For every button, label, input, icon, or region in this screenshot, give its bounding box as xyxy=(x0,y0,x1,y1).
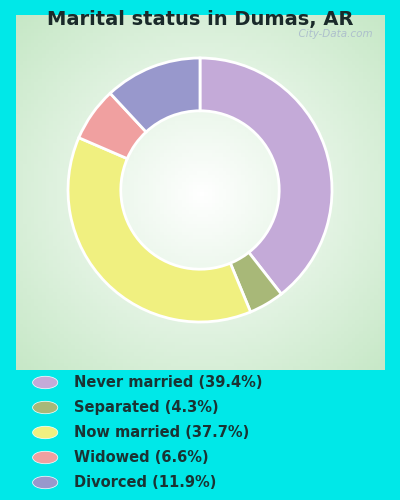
Wedge shape xyxy=(230,252,281,312)
Text: Widowed (6.6%): Widowed (6.6%) xyxy=(74,450,209,465)
Wedge shape xyxy=(200,58,332,294)
Ellipse shape xyxy=(33,426,58,439)
Text: Divorced (11.9%): Divorced (11.9%) xyxy=(74,475,216,490)
Ellipse shape xyxy=(33,376,58,389)
Wedge shape xyxy=(79,94,146,158)
Ellipse shape xyxy=(33,401,58,414)
Ellipse shape xyxy=(33,476,58,489)
Text: Separated (4.3%): Separated (4.3%) xyxy=(74,400,219,415)
Text: Never married (39.4%): Never married (39.4%) xyxy=(74,375,262,390)
Text: City-Data.com: City-Data.com xyxy=(292,29,373,39)
Wedge shape xyxy=(68,138,250,322)
Ellipse shape xyxy=(33,451,58,464)
Text: Marital status in Dumas, AR: Marital status in Dumas, AR xyxy=(47,10,353,29)
Wedge shape xyxy=(110,58,200,132)
Text: Now married (37.7%): Now married (37.7%) xyxy=(74,425,249,440)
